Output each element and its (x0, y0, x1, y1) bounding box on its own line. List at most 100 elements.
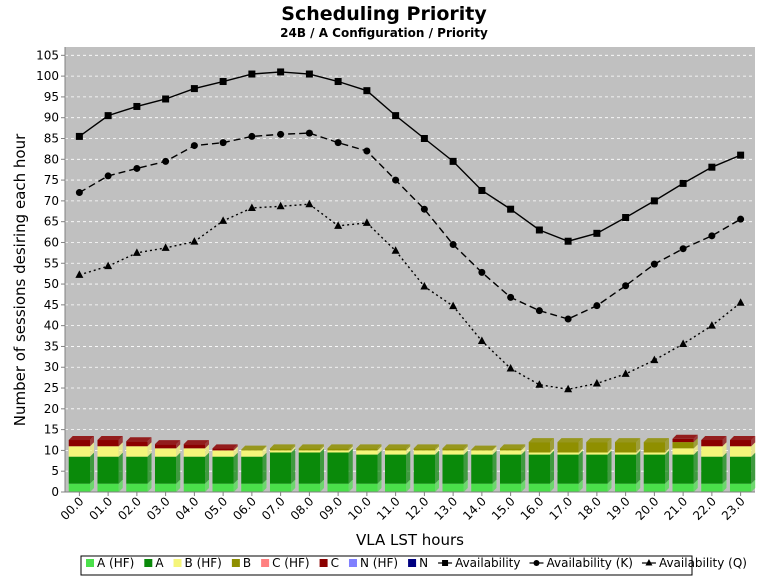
line-point-triangle (161, 243, 170, 251)
bar-segment (614, 452, 637, 455)
line-point-square (219, 78, 227, 86)
bar-segment (183, 483, 206, 492)
bar-segment (499, 483, 522, 492)
grid-layer (65, 54, 755, 472)
bar-top-face (586, 438, 612, 443)
bar-top-face (557, 438, 583, 443)
legend-label: Availability (455, 556, 520, 570)
x-tick-label: 19.0 (604, 494, 633, 523)
bar-segment-side (205, 452, 210, 484)
bar-segment (614, 483, 637, 492)
bar-segment-side (291, 479, 296, 492)
x-tick-label: 14.0 (460, 494, 489, 523)
bar-segment-side (262, 452, 267, 484)
bar-top-face (212, 444, 238, 449)
x-tick-label: 08.0 (288, 494, 317, 523)
bar-segment-side (348, 448, 353, 484)
line-point-circle (420, 205, 428, 213)
bar-segment (241, 450, 263, 457)
bar-segment (356, 448, 378, 451)
line-point-square (679, 179, 687, 187)
bar-segment (97, 440, 119, 447)
bar-segment (298, 452, 321, 484)
legend-swatch (173, 559, 182, 567)
bar-top-face (729, 436, 756, 441)
bar-segment-side (492, 479, 497, 492)
chart-title: Scheduling Priority (281, 3, 487, 25)
bar-segment (471, 449, 493, 451)
line-point-square (564, 237, 572, 245)
bar-segment-side (320, 444, 325, 451)
line-point-circle (478, 268, 486, 276)
y-tick-label: 105 (36, 48, 59, 62)
bar-segment (298, 450, 321, 453)
bar-segment (154, 448, 177, 457)
bar-segment (68, 446, 91, 457)
bar-segment-side (693, 438, 698, 449)
legend-swatch (319, 559, 328, 567)
bar-segment-side (377, 444, 382, 451)
line-point-triangle (391, 246, 400, 254)
bar-top-face (499, 444, 526, 449)
bar-segment (586, 454, 608, 484)
bar-segment-side (751, 442, 756, 457)
legend-label: Availability (Q) (659, 556, 747, 570)
bar-segment (68, 483, 91, 492)
bar-segment-side (262, 479, 267, 492)
bar-layer (68, 434, 756, 492)
axis-layer: 0 5 10 15 20 25 30 35 40 45 50 55 60 65 70 75 80 85 90 95 10… (36, 47, 755, 523)
plot-background (65, 47, 755, 492)
x-tick-label: 16.0 (518, 494, 547, 523)
bar-segment (413, 450, 436, 455)
x-tick-label: 22.0 (690, 494, 719, 523)
line-point-triangle (477, 336, 486, 345)
bar-segment-side (665, 438, 670, 453)
line-point-square (507, 205, 515, 213)
y-tick-label: 75 (44, 173, 59, 187)
bar-segment-side (578, 448, 583, 455)
bar-segment (269, 483, 292, 492)
x-tick-label: 05.0 (201, 494, 230, 523)
x-tick-label: 02.0 (115, 494, 144, 523)
line-point-triangle (679, 339, 688, 347)
bar-segment (528, 483, 551, 492)
y-tick-label: 20 (44, 402, 59, 416)
legend-marker-triangle (645, 559, 653, 566)
bar-segment-side (722, 452, 727, 484)
bar-segment (557, 442, 579, 453)
y-tick-label: 35 (44, 339, 59, 353)
bar-segment-side (550, 450, 555, 484)
bar-segment (499, 454, 522, 484)
line-point-triangle (564, 384, 573, 393)
line-point-square (392, 112, 400, 120)
y-tick-label: 100 (36, 69, 59, 83)
bar-segment-side (607, 450, 612, 484)
line-point-circle (708, 232, 716, 240)
line-point-circle (133, 164, 141, 172)
x-tick-label: 09.0 (316, 494, 345, 523)
line-point-square (133, 102, 141, 110)
legend-label: N (HF) (360, 556, 398, 570)
y-tick-label: 25 (44, 381, 59, 395)
bar-top-face (241, 445, 267, 450)
legend-label: Availability (K) (546, 556, 632, 570)
bar-segment-side (665, 479, 670, 492)
bar-segment-side (320, 479, 325, 492)
legend-label: A (HF) (97, 556, 134, 570)
bar-segment (672, 454, 694, 484)
x-tick-label: 12.0 (403, 494, 432, 523)
bar-segment (356, 454, 378, 484)
bar-segment (471, 483, 493, 492)
line-point-circle (535, 307, 543, 315)
bar-segment (586, 483, 608, 492)
line-point-square (248, 70, 256, 78)
line-point-square (650, 197, 658, 205)
legend-label: C (331, 556, 339, 570)
line-point-square (305, 70, 313, 78)
line-point-square (622, 214, 630, 222)
bar-segment (384, 448, 407, 451)
bar-segment-side (90, 479, 95, 492)
x-axis-label: VLA LST hours (356, 531, 464, 549)
bar-segment-side (118, 479, 123, 492)
